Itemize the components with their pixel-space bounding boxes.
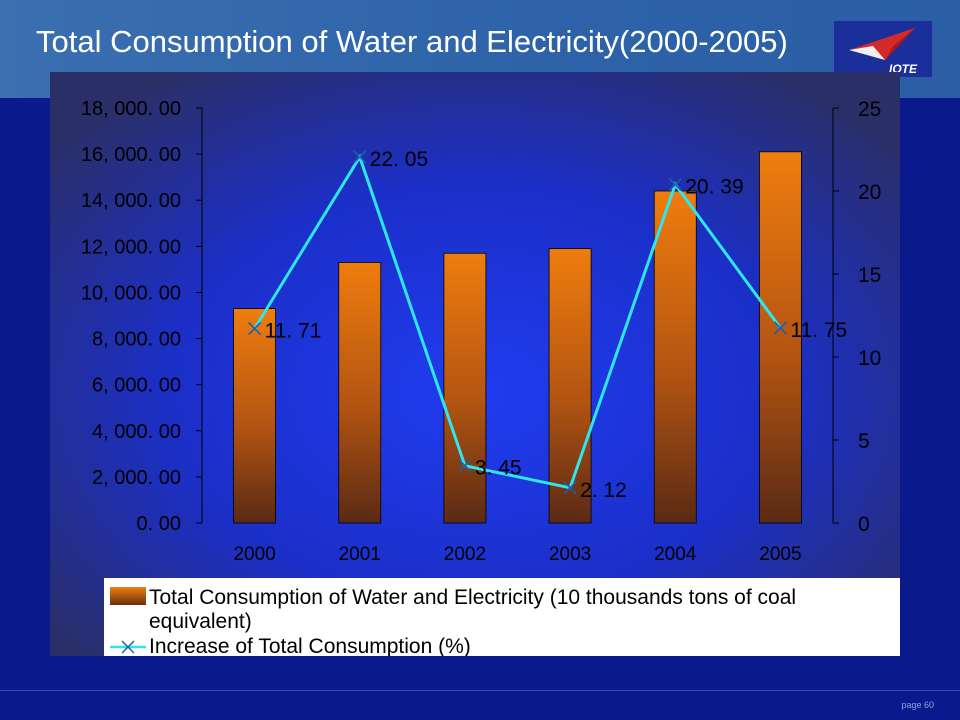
x-tick-label: 2005 xyxy=(759,544,801,565)
left-tick-label: 4, 000. 00 xyxy=(92,421,181,443)
legend-line-marker xyxy=(121,640,135,654)
slide-title: Total Consumption of Water and Electrici… xyxy=(36,24,788,59)
x-tick-label: 2004 xyxy=(654,544,697,565)
left-axis: 0. 00 2, 000. 00 4, 000. 00 6, 000. 00 8, 00… xyxy=(81,98,203,535)
data-label: 11. 71 xyxy=(265,320,322,343)
left-tick-label: 10, 000. 00 xyxy=(81,282,181,304)
x-axis-categories: 2000 2001 2002 2003 2004 2005 xyxy=(233,544,801,565)
page-number: page 60 xyxy=(901,700,934,710)
left-tick-label: 6, 000. 00 xyxy=(92,375,181,397)
right-tick-label: 20 xyxy=(858,181,881,204)
chart: 0. 00 2, 000. 00 4, 000. 00 6, 000. 00 8, 00… xyxy=(50,72,900,656)
data-label: 20. 39 xyxy=(685,176,743,199)
legend-bar-label-line: equivalent) xyxy=(149,610,252,633)
legend-box xyxy=(104,578,900,656)
bars xyxy=(233,151,802,524)
left-tick-label: 2, 000. 00 xyxy=(92,467,181,489)
legend-line-label: Increase of Total Consumption (%) xyxy=(149,635,471,656)
left-tick-label: 8, 000. 00 xyxy=(92,329,181,351)
left-tick-label: 0. 00 xyxy=(137,513,181,535)
x-tick-label: 2003 xyxy=(549,544,591,565)
legend-bar-label-line: Total Consumption of Water and Electrici… xyxy=(149,586,796,609)
line-marker xyxy=(248,322,262,336)
right-tick-label: 10 xyxy=(858,347,881,370)
right-axis: 0 5 10 15 20 25 xyxy=(832,98,881,536)
line-marker xyxy=(563,481,577,495)
bar xyxy=(653,190,697,524)
legend: Total Consumption of Water and Electrici… xyxy=(104,578,900,656)
increase-series-line xyxy=(253,153,782,490)
bar xyxy=(759,151,802,524)
left-tick-label: 14, 000. 00 xyxy=(81,190,181,212)
increase-line: 11. 71 22. 05 3. 45 2. 12 20. 39 11. 75 xyxy=(248,148,847,502)
line-marker xyxy=(353,150,367,164)
right-tick-label: 15 xyxy=(858,264,881,287)
left-tick-label: 16, 000. 00 xyxy=(81,144,181,166)
line-marker xyxy=(458,459,472,473)
footer-line xyxy=(0,690,960,691)
left-tick-label: 18, 000. 00 xyxy=(81,98,181,120)
bar xyxy=(233,308,276,524)
legend-bar-swatch xyxy=(110,587,146,605)
data-label: 11. 75 xyxy=(790,319,847,342)
right-tick-label: 25 xyxy=(858,98,881,121)
right-tick-label: 5 xyxy=(858,430,870,453)
data-label: 3. 45 xyxy=(475,457,522,480)
x-tick-label: 2002 xyxy=(444,544,486,565)
bar xyxy=(338,262,382,524)
legend-bar-label: Total Consumption of Water and Electrici… xyxy=(149,586,796,633)
x-tick-label: 2000 xyxy=(233,544,275,565)
right-tick-label: 0 xyxy=(858,513,870,536)
data-label: 2. 12 xyxy=(580,479,627,502)
x-tick-label: 2001 xyxy=(339,544,381,565)
bar xyxy=(443,252,487,524)
left-tick-label: 12, 000. 00 xyxy=(81,236,181,258)
line-marker xyxy=(773,321,787,335)
line-marker xyxy=(668,177,682,192)
data-label: 22. 05 xyxy=(370,148,428,171)
iote-logo-icon: IOTE xyxy=(833,20,933,78)
bar xyxy=(548,248,592,524)
